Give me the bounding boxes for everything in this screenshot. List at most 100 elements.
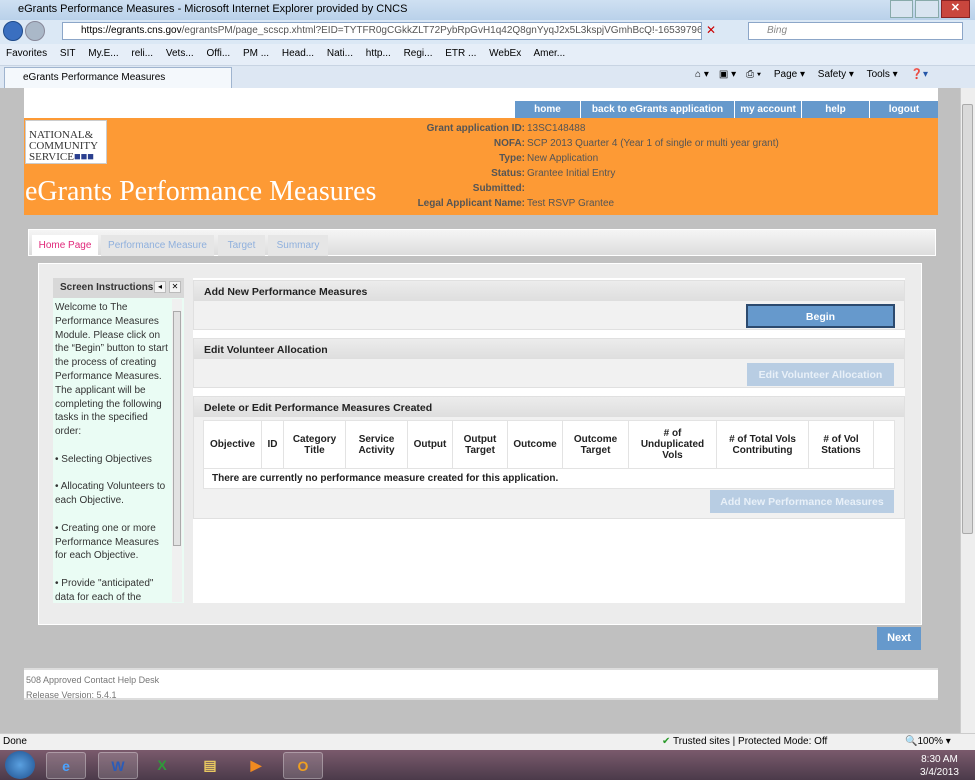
tab-summary[interactable]: Summary bbox=[268, 235, 328, 256]
page-footer: 508 Approved Contact Help Desk Release V… bbox=[24, 668, 938, 700]
forward-button[interactable] bbox=[25, 21, 45, 41]
browser-tab-row bbox=[0, 66, 975, 88]
footer-links[interactable]: 508 Approved Contact Help Desk bbox=[26, 675, 160, 685]
favorite-link[interactable]: PM ... bbox=[242, 48, 270, 59]
security-zone: Trusted sites | Protected Mode: Off bbox=[673, 736, 828, 747]
ie-taskbar-icon[interactable]: e bbox=[46, 752, 86, 779]
nofa-value: SCP 2013 Quarter 4 (Year 1 of single or … bbox=[527, 138, 779, 149]
add-section-title: Add New Performance Measures bbox=[194, 281, 904, 301]
top-navigation: home back to eGrants application my acco… bbox=[514, 101, 938, 118]
grant-id-value: 13SC148488 bbox=[527, 123, 586, 134]
explorer-taskbar-icon[interactable]: ▤ bbox=[203, 757, 217, 773]
column-header: Category Title bbox=[283, 420, 346, 469]
instruction-paragraph: • Creating one or more Performance Measu… bbox=[55, 522, 159, 562]
instructions-scrollbar-thumb[interactable] bbox=[173, 311, 181, 546]
favorite-link[interactable]: ETR ... bbox=[445, 48, 477, 59]
begin-button[interactable]: Begin bbox=[746, 304, 895, 328]
tab-target[interactable]: Target bbox=[218, 235, 265, 256]
nav-logout[interactable]: logout bbox=[869, 101, 938, 118]
taskbar bbox=[0, 750, 975, 780]
favorites-button[interactable]: Favorites bbox=[6, 48, 48, 59]
header-banner: Grant application ID: 13SC148488 NOFA: SCP… bbox=[24, 118, 938, 215]
type-value: New Application bbox=[527, 153, 599, 164]
favorite-link[interactable]: http... bbox=[365, 48, 391, 59]
column-header: Service Activity bbox=[345, 420, 408, 469]
command-bar: ⌂ ▾ ▣ ▾ ⎙ ▾ Page ▾ Safety ▾ Tools ▾ ❓▾ bbox=[695, 69, 938, 80]
word-taskbar-icon[interactable]: W bbox=[98, 752, 138, 779]
check-icon: ✔ bbox=[662, 736, 671, 747]
empty-message: There are currently no performance measu… bbox=[203, 468, 895, 489]
favorite-link[interactable]: Vets... bbox=[165, 48, 194, 59]
column-header: Output bbox=[407, 420, 453, 469]
zoom-level[interactable]: 🔍100% ▾ bbox=[905, 736, 951, 747]
favorite-link[interactable]: My.E... bbox=[88, 48, 119, 59]
start-button[interactable] bbox=[5, 751, 35, 779]
close-icon[interactable]: ✕ bbox=[169, 281, 181, 293]
tools-menu[interactable]: Tools ▾ bbox=[866, 69, 898, 80]
delete-section-title: Delete or Edit Performance Measures Crea… bbox=[194, 397, 904, 417]
nav-help[interactable]: help bbox=[801, 101, 869, 118]
instruction-paragraph: Welcome to The Performance Measures Modu… bbox=[55, 302, 168, 438]
column-header: ID bbox=[261, 420, 284, 469]
safety-menu[interactable]: Safety ▾ bbox=[817, 69, 854, 80]
page-scrollbar-thumb[interactable] bbox=[962, 104, 973, 534]
column-header: Outcome bbox=[507, 420, 563, 469]
column-header: Outcome Target bbox=[562, 420, 629, 469]
home-icon[interactable]: ⌂ ▾ bbox=[695, 69, 709, 80]
column-header: Objective bbox=[203, 420, 262, 469]
favorite-link[interactable]: SIT bbox=[59, 48, 76, 59]
favorite-link[interactable]: Head... bbox=[281, 48, 315, 59]
tab-performance-measure[interactable]: Performance Measure bbox=[101, 235, 214, 256]
favorite-link[interactable]: WebEx bbox=[489, 48, 522, 59]
instruction-paragraph: • Provide "anticipated" data for each of… bbox=[55, 577, 154, 601]
favorite-link[interactable]: reli... bbox=[131, 48, 154, 59]
help-icon[interactable]: ❓▾ bbox=[910, 69, 928, 80]
minimize-button[interactable] bbox=[890, 0, 914, 18]
stop-icon[interactable]: ✕ bbox=[706, 23, 717, 37]
favorite-link[interactable]: Offi... bbox=[206, 48, 231, 59]
clock-time: 8:30 AM bbox=[921, 754, 958, 765]
edit-volunteer-allocation-button[interactable]: Edit Volunteer Allocation bbox=[747, 363, 894, 386]
column-header bbox=[873, 420, 895, 469]
applicant-value: Test RSVP Grantee bbox=[527, 198, 615, 209]
field-label: Status: bbox=[491, 168, 525, 179]
clock-date: 3/4/2013 bbox=[920, 767, 959, 778]
nav-my-account[interactable]: my account bbox=[734, 101, 801, 118]
excel-taskbar-icon[interactable]: X bbox=[157, 757, 167, 773]
next-button[interactable]: Next bbox=[877, 627, 921, 650]
column-header: # of Unduplicated Vols bbox=[628, 420, 717, 469]
system-clock[interactable]: 8:30 AM 3/4/2013 bbox=[920, 753, 959, 779]
outlook-taskbar-icon[interactable]: O bbox=[283, 752, 323, 779]
column-header: Output Target bbox=[452, 420, 508, 469]
field-label: NOFA: bbox=[493, 138, 525, 149]
favorite-link[interactable]: Nati... bbox=[326, 48, 353, 59]
maximize-button[interactable] bbox=[915, 0, 939, 18]
window-title-bar: eGrants Performance Measures - Microsoft… bbox=[0, 0, 975, 20]
instructions-title: Screen Instructions bbox=[53, 278, 184, 298]
media-player-taskbar-icon[interactable]: ▶ bbox=[250, 757, 262, 773]
url-path: /egrantsPM/page_scscp.xhtml?EID=TYTFR0gC… bbox=[181, 25, 702, 36]
window-title: eGrants Performance Measures - Microsoft… bbox=[18, 3, 408, 15]
search-input[interactable]: Bing bbox=[748, 22, 963, 40]
favorite-link[interactable]: Amer... bbox=[533, 48, 566, 59]
close-window-button[interactable]: ✕ bbox=[940, 0, 970, 18]
app-title: eGrants Performance Measures bbox=[25, 176, 377, 207]
favorite-link[interactable]: Regi... bbox=[403, 48, 433, 59]
column-header: # of Vol Stations bbox=[808, 420, 874, 469]
status-value: Grantee Initial Entry bbox=[527, 168, 616, 179]
page-tabs: Home Page Performance Measure Target Sum… bbox=[28, 229, 936, 256]
add-new-performance-measures-button[interactable]: Add New Performance Measures bbox=[710, 490, 894, 513]
collapse-icon[interactable]: ◂ bbox=[154, 281, 166, 293]
print-icon[interactable]: ⎙ ▾ bbox=[746, 69, 762, 80]
nav-back-to-egrants[interactable]: back to eGrants application bbox=[580, 101, 734, 118]
nav-home[interactable]: home bbox=[514, 101, 580, 118]
tab-home-page[interactable]: Home Page bbox=[32, 235, 98, 256]
feeds-icon[interactable]: ▣ ▾ bbox=[718, 69, 737, 80]
url-input[interactable]: https://egrants.cns.gov/egrantsPM/page_s… bbox=[62, 22, 702, 40]
back-button[interactable] bbox=[3, 21, 23, 41]
page-menu[interactable]: Page ▾ bbox=[773, 69, 806, 80]
browser-tab[interactable]: eGrants Performance Measures bbox=[4, 67, 232, 88]
field-label: Submitted: bbox=[472, 183, 525, 194]
favorites-bar: Favorites SIT My.E... reli... Vets... Of… bbox=[0, 44, 975, 66]
table-row: There are currently no performance measu… bbox=[203, 468, 895, 489]
